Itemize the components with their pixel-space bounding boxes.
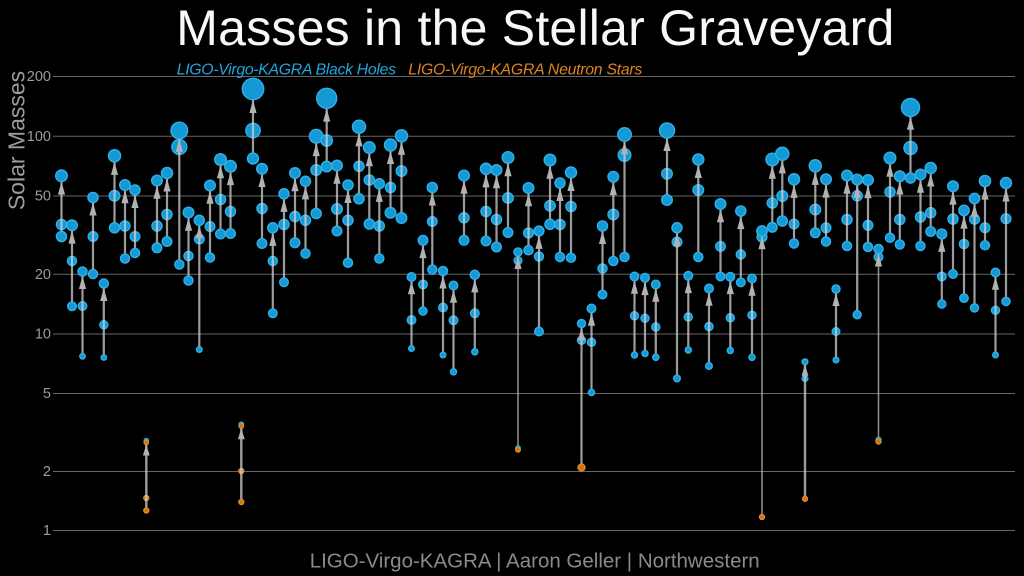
svg-text:Solar Masses: Solar Masses bbox=[4, 71, 30, 210]
svg-text:LIGO-Virgo-KAGRA Black Holes: LIGO-Virgo-KAGRA Black Holes bbox=[177, 62, 396, 79]
svg-text:LIGO-Virgo-KAGRA Neutron Stars: LIGO-Virgo-KAGRA Neutron Stars bbox=[408, 62, 642, 79]
svg-text:20: 20 bbox=[35, 267, 51, 283]
svg-text:100: 100 bbox=[27, 129, 51, 145]
svg-text:1: 1 bbox=[43, 523, 51, 539]
svg-text:50: 50 bbox=[35, 189, 51, 205]
svg-text:10: 10 bbox=[35, 327, 51, 343]
svg-text:5: 5 bbox=[43, 386, 51, 402]
svg-text:LIGO-Virgo-KAGRA | Aaron Gelle: LIGO-Virgo-KAGRA | Aaron Geller | Northw… bbox=[310, 550, 760, 573]
svg-text:Masses in the Stellar Graveyar: Masses in the Stellar Graveyard bbox=[176, 0, 894, 56]
svg-text:200: 200 bbox=[27, 69, 51, 85]
svg-text:2: 2 bbox=[43, 464, 51, 480]
